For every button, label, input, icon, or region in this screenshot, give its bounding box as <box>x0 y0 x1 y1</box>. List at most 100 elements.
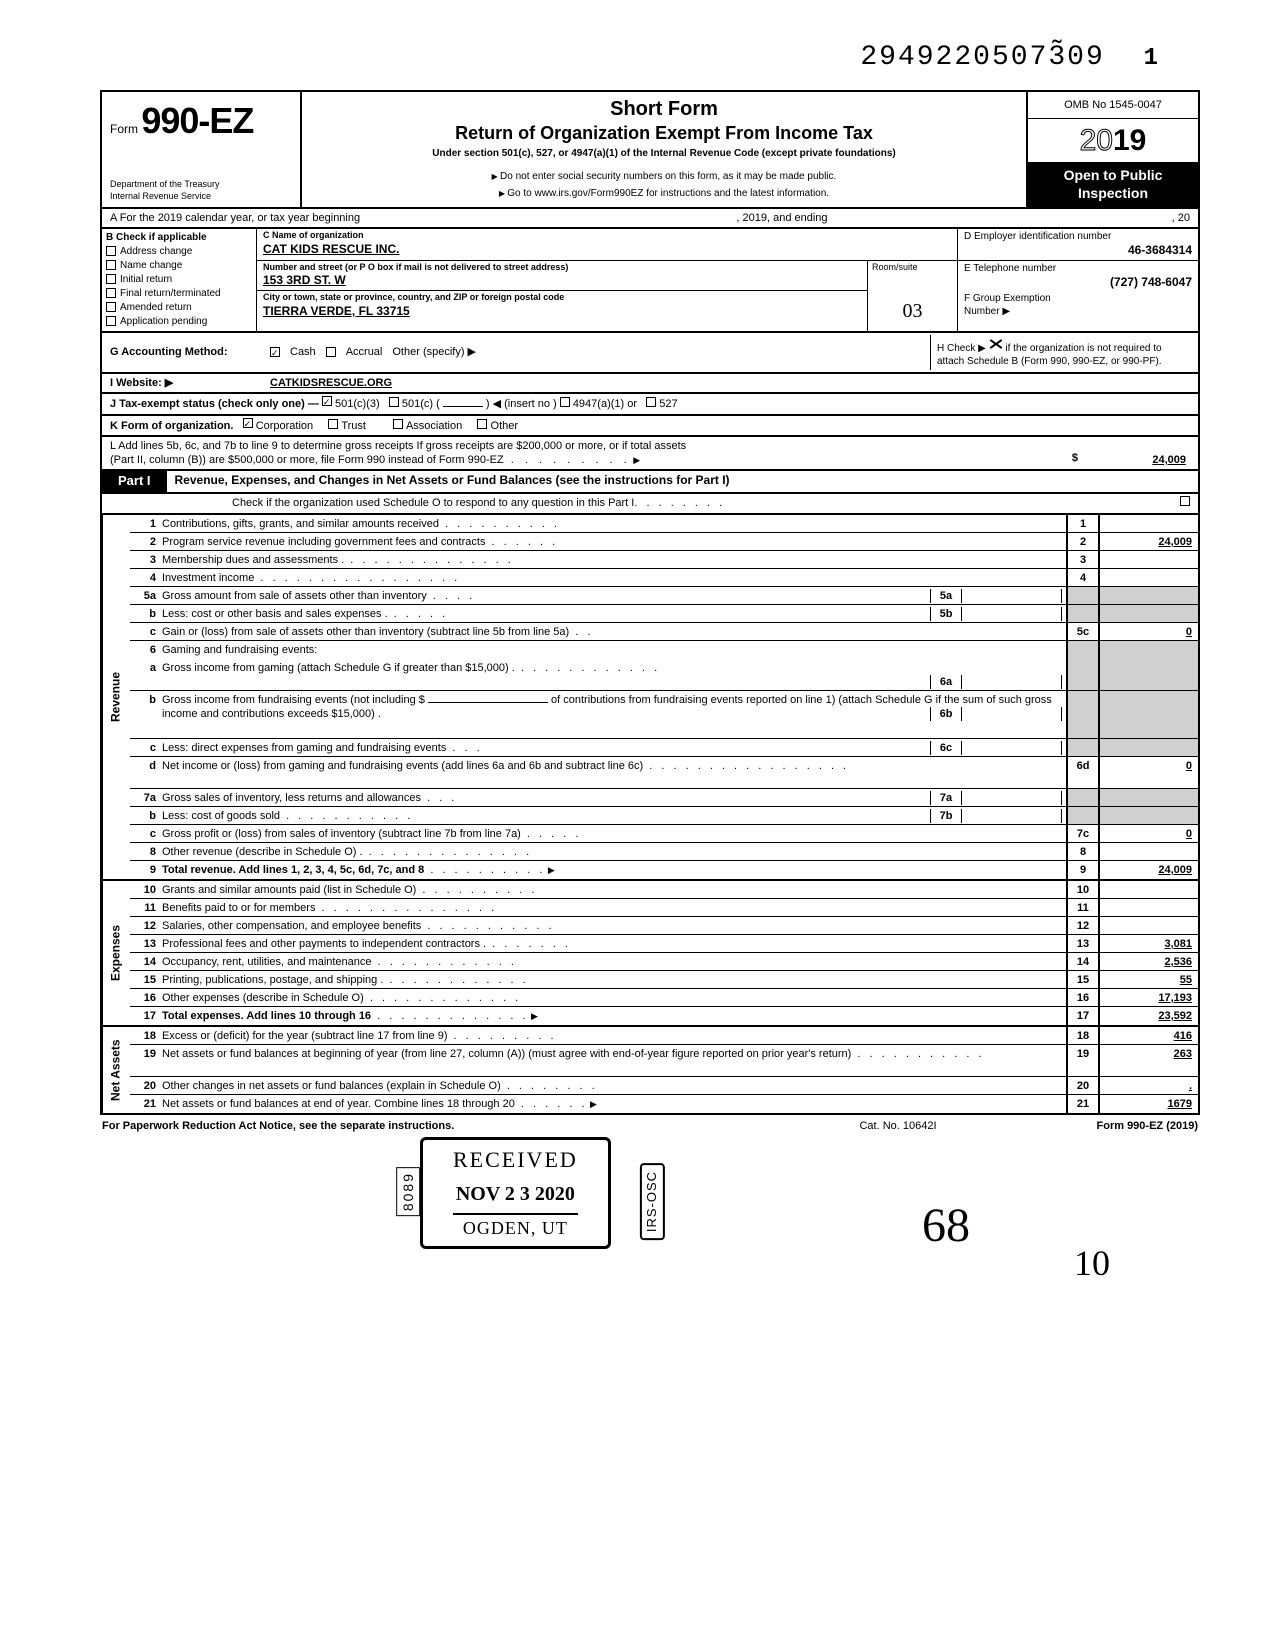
c-addr-lbl: Number and street (or P O box if mail is… <box>263 262 861 274</box>
dollar-sign: $ <box>1072 451 1078 465</box>
line-18: 18Excess or (deficit) for the year (subt… <box>130 1027 1198 1045</box>
form-prefix: Form <box>110 122 138 136</box>
cv <box>1098 899 1198 916</box>
desc: Gross profit or (loss) from sales of inv… <box>162 828 521 840</box>
checkbox-schedo-icon[interactable] <box>1180 496 1190 506</box>
revenue-lines: 1Contributions, gifts, grants, and simil… <box>130 515 1198 879</box>
line-6: 6Gaming and fundraising events: <box>130 641 1198 659</box>
c-city-cell: City or town, state or province, country… <box>257 291 868 331</box>
cn <box>1066 659 1098 690</box>
desc: Gain or (loss) from sale of assets other… <box>162 626 569 638</box>
checkbox-527-icon[interactable] <box>646 397 656 407</box>
g-cash: Cash <box>290 345 316 359</box>
desc: Less: cost of goods sold <box>162 810 280 822</box>
checkbox-501c-icon[interactable] <box>389 397 399 407</box>
netassets-side-label: Net Assets <box>102 1027 130 1113</box>
title-return: Return of Organization Exempt From Incom… <box>312 122 1016 145</box>
line-20: 20Other changes in net assets or fund ba… <box>130 1077 1198 1095</box>
desc: Membership dues and assessments . <box>162 554 344 566</box>
j-501c: 501(c) ( <box>402 398 440 410</box>
cv <box>1098 515 1198 532</box>
line-8: 8Other revenue (describe in Schedule O) … <box>130 843 1198 861</box>
cv: 263 <box>1098 1045 1198 1076</box>
line-10: 10Grants and similar amounts paid (list … <box>130 881 1198 899</box>
dept-2: Internal Revenue Service <box>110 191 292 203</box>
checkbox-icon[interactable] <box>106 302 116 312</box>
ck-amended[interactable]: Amended return <box>106 301 252 314</box>
b-opt: Initial return <box>120 273 172 286</box>
desc: Gross amount from sale of assets other t… <box>162 590 427 602</box>
checkbox-501c3-icon[interactable] <box>322 396 332 406</box>
c-name-lbl: C Name of organization <box>263 230 951 242</box>
cn <box>1066 605 1098 622</box>
checkbox-icon[interactable] <box>106 260 116 270</box>
k-corp: Corporation <box>256 420 313 432</box>
ck-initial[interactable]: Initial return <box>106 273 252 286</box>
checkbox-trust-icon[interactable] <box>328 419 338 429</box>
stamp-number: 29492205073̃09 <box>860 42 1104 73</box>
part-i-title: Revenue, Expenses, and Changes in Net As… <box>167 471 1198 492</box>
desc: Other revenue (describe in Schedule O) . <box>162 846 363 858</box>
i-lbl: I Website: ▶ <box>110 376 260 390</box>
cn <box>1066 807 1098 824</box>
blank-line <box>428 702 548 703</box>
row-i: I Website: ▶ CATKIDSRESCUE.ORG <box>100 374 1200 394</box>
header-right: OMB No 1545-0047 2019 Open to Public Ins… <box>1028 92 1198 207</box>
k-other: Other <box>491 420 519 432</box>
netasset-lines: 18Excess or (deficit) for the year (subt… <box>130 1027 1198 1113</box>
ck-address[interactable]: Address change <box>106 245 252 258</box>
title-short-form: Short Form <box>312 96 1016 122</box>
col-h: H Check ▶ if the organization is not req… <box>930 335 1190 370</box>
dots: . . . . . . . . . <box>504 454 631 466</box>
cv <box>1098 569 1198 586</box>
checkbox-assoc-icon[interactable] <box>393 419 403 429</box>
d-lbl: D Employer identification number <box>964 230 1192 243</box>
cv <box>1098 587 1198 604</box>
sbn: 7a <box>930 791 962 805</box>
j-insert: ◀ (insert no ) <box>493 398 557 410</box>
cn: 4 <box>1066 569 1098 586</box>
received-side-irs: IRS-OSC <box>640 1163 665 1240</box>
part-i-tab: Part I <box>102 471 167 492</box>
checkbox-icon[interactable] <box>106 316 116 326</box>
line-9: 9Total revenue. Add lines 1, 2, 3, 4, 5c… <box>130 861 1198 879</box>
expenses-grid: Expenses 10Grants and similar amounts pa… <box>100 881 1200 1027</box>
arrow-icon <box>545 864 554 876</box>
desc: Professional fees and other payments to … <box>162 938 486 950</box>
ck-final[interactable]: Final return/terminated <box>106 287 252 300</box>
cn: 5c <box>1066 623 1098 640</box>
col-c: C Name of organization CAT KIDS RESCUE I… <box>257 229 1198 331</box>
room-val-cell: 03 <box>868 291 958 331</box>
checkbox-icon[interactable] <box>106 274 116 284</box>
desc: Printing, publications, postage, and shi… <box>162 974 383 986</box>
cv <box>1098 659 1198 690</box>
ck-name[interactable]: Name change <box>106 259 252 272</box>
checkbox-icon[interactable] <box>106 288 116 298</box>
checkbox-4947-icon[interactable] <box>560 397 570 407</box>
j-501c3: 501(c)(3) <box>335 398 380 410</box>
l-text2: (Part II, column (B)) are $500,000 or mo… <box>110 454 504 466</box>
checkbox-corp-icon[interactable] <box>243 418 253 428</box>
g-other: Other (specify) ▶ <box>392 345 476 359</box>
sbv <box>962 791 1062 805</box>
checkbox-icon[interactable] <box>106 246 116 256</box>
sbv <box>962 675 1062 689</box>
checkbox-cash-icon[interactable] <box>270 347 280 357</box>
sbn: 7b <box>930 809 962 823</box>
row-a-text: A For the 2019 calendar year, or tax yea… <box>110 211 736 225</box>
b-opt: Amended return <box>120 301 192 314</box>
h-text: H Check ▶ <box>937 343 986 354</box>
checkbox-accrual-icon[interactable] <box>326 347 336 357</box>
b-opt: Application pending <box>120 315 207 328</box>
cv: 24,009 <box>1098 861 1198 879</box>
cn: 12 <box>1066 917 1098 934</box>
line-15: 15Printing, publications, postage, and s… <box>130 971 1198 989</box>
b-opt: Name change <box>120 259 182 272</box>
line-21: 21Net assets or fund balances at end of … <box>130 1095 1198 1113</box>
ck-pending[interactable]: Application pending <box>106 315 252 328</box>
checkbox-other-icon[interactable] <box>477 419 487 429</box>
received-date: NOV 2 3 2020 <box>453 1181 578 1207</box>
j-lbl: J Tax-exempt status (check only one) — <box>110 398 319 410</box>
desc: Net assets or fund balances at end of ye… <box>162 1098 515 1110</box>
cn <box>1066 587 1098 604</box>
